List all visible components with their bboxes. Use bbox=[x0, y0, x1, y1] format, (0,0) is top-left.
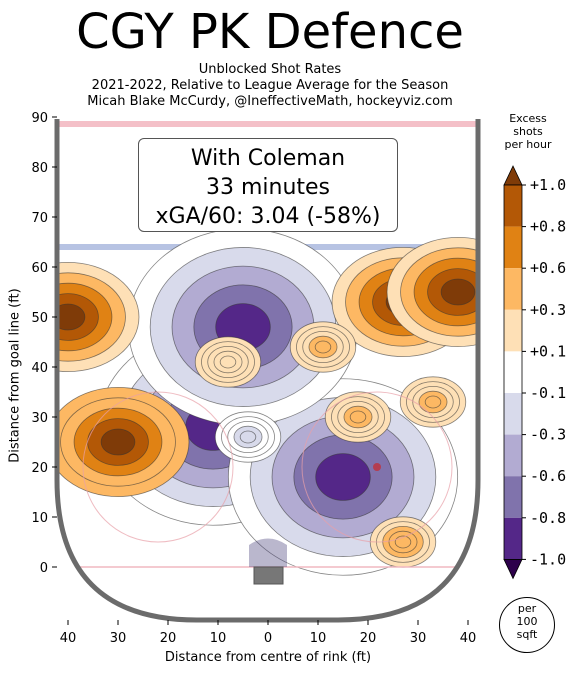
contour-mark bbox=[314, 340, 332, 354]
y-tick-label: 90 bbox=[31, 111, 48, 126]
minutes-label: 33 minutes bbox=[205, 175, 331, 200]
colorbar-tick-label: +0.1 bbox=[530, 342, 566, 360]
colorbar-segment bbox=[504, 351, 522, 393]
y-tick-label: 70 bbox=[31, 211, 48, 226]
x-tick-label: 20 bbox=[160, 631, 177, 646]
xga-label: xGA/60: 3.04 (-58%) bbox=[155, 204, 381, 229]
y-tick-label: 10 bbox=[31, 511, 48, 526]
heatmap-layer bbox=[57, 119, 478, 620]
center-red-line bbox=[57, 121, 478, 127]
unit-badge: per 100 sqft bbox=[499, 597, 555, 653]
contour-mark bbox=[424, 395, 442, 409]
contour-mark bbox=[57, 303, 86, 331]
colorbar-title: Excess shots per hour bbox=[504, 112, 552, 151]
contour-mark bbox=[239, 430, 257, 444]
y-tick-label: 60 bbox=[31, 261, 48, 276]
contour-mark bbox=[100, 428, 136, 456]
x-axis: 40 30 20 10 0 10 20 30 40 bbox=[60, 620, 477, 646]
player-label: With Coleman bbox=[190, 146, 346, 171]
colorbar: +1.0 +0.8 +0.6 +0.3 +0.1 -0.1 -0.3 -0.6 -0.8 -1.0 bbox=[503, 165, 566, 580]
colorbar-tick-label: +0.6 bbox=[530, 259, 566, 277]
contour-mark bbox=[219, 355, 237, 369]
crease bbox=[249, 538, 287, 567]
x-axis-label: Distance from centre of rink (ft) bbox=[164, 650, 372, 665]
x-tick-label: 30 bbox=[410, 631, 427, 646]
right-faceoff-circle bbox=[301, 391, 453, 543]
chart-season-line: 2021-2022, Relative to League Average fo… bbox=[91, 78, 449, 93]
colorbar-segment bbox=[504, 185, 522, 227]
contour-mark bbox=[349, 410, 367, 424]
chart-author-line: Micah Blake McCurdy, @IneffectiveMath, h… bbox=[87, 94, 453, 109]
colorbar-frame bbox=[503, 184, 523, 560]
contour-mark bbox=[315, 453, 371, 501]
x-tick-label: 20 bbox=[360, 631, 377, 646]
y-tick-label: 20 bbox=[31, 461, 48, 476]
faceoff-dot bbox=[373, 463, 381, 471]
colorbar-segment bbox=[504, 268, 522, 310]
chart-title: CGY PK Defence bbox=[76, 4, 464, 60]
colorbar-tick-label: -0.1 bbox=[530, 384, 566, 402]
colorbar-tick-label: +0.8 bbox=[530, 218, 566, 236]
colorbar-segment bbox=[504, 226, 522, 269]
left-faceoff-circle bbox=[82, 391, 234, 543]
colorbar-segment bbox=[504, 517, 522, 560]
x-tick-label: 10 bbox=[210, 631, 227, 646]
colorbar-segment bbox=[504, 309, 522, 352]
colorbar-extend-bottom bbox=[503, 559, 523, 580]
chart-subtitle: Unblocked Shot Rates bbox=[198, 62, 342, 77]
colorbar-tick-label: +0.3 bbox=[530, 301, 566, 319]
info-box: With Coleman 33 minutes xGA/60: 3.04 (-5… bbox=[138, 138, 398, 232]
colorbar-segment bbox=[504, 476, 522, 518]
colorbar-segment bbox=[504, 393, 522, 435]
colorbar-extend-top bbox=[503, 165, 523, 186]
x-tick-label: 30 bbox=[110, 631, 127, 646]
colorbar-tick-label: +1.0 bbox=[530, 176, 566, 194]
x-tick-label: 10 bbox=[310, 631, 327, 646]
y-axis: 0 10 20 30 40 50 60 70 80 90 bbox=[31, 111, 57, 576]
y-tick-label: 0 bbox=[40, 561, 48, 576]
goal-net bbox=[253, 566, 284, 585]
y-tick-label: 50 bbox=[31, 311, 48, 326]
colorbar-tick-label: -1.0 bbox=[530, 550, 566, 568]
colorbar-tick-label: -0.8 bbox=[530, 509, 566, 527]
y-tick-label: 80 bbox=[31, 161, 48, 176]
colorbar-tick-label: -0.3 bbox=[530, 426, 566, 444]
y-tick-label: 30 bbox=[31, 411, 48, 426]
y-axis-label: Distance from goal line (ft) bbox=[7, 288, 23, 463]
x-tick-label: 0 bbox=[264, 631, 272, 646]
y-tick-label: 40 bbox=[31, 361, 48, 376]
contour-mark bbox=[440, 278, 476, 306]
colorbar-segment bbox=[504, 434, 522, 477]
x-tick-label: 40 bbox=[460, 631, 477, 646]
colorbar-tick-label: -0.6 bbox=[530, 467, 566, 485]
x-tick-label: 40 bbox=[60, 631, 77, 646]
